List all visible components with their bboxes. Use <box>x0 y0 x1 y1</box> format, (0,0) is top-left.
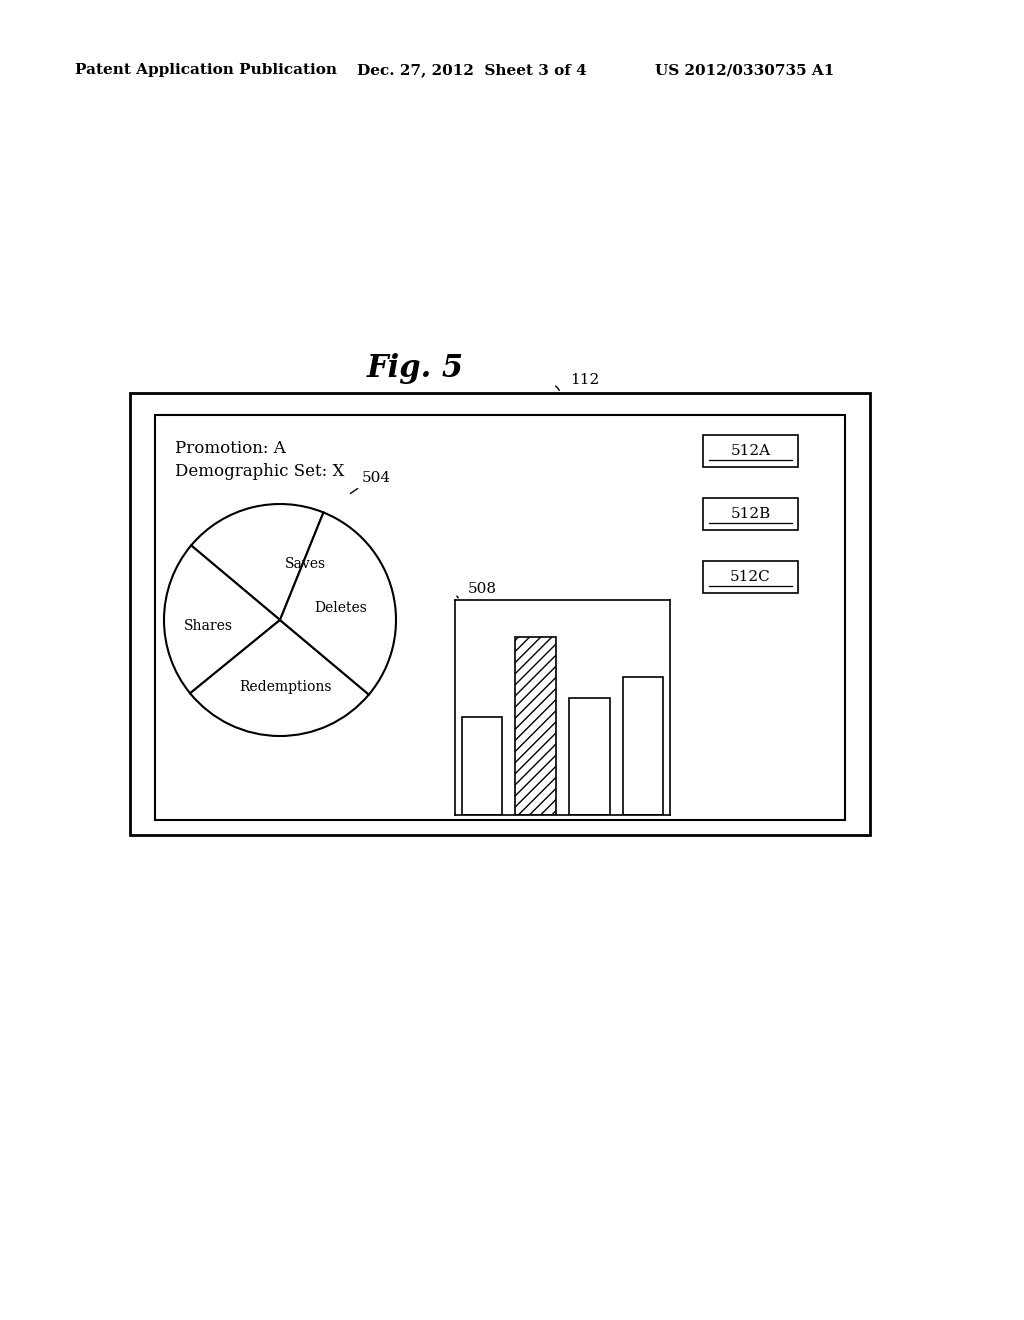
Text: 512C: 512C <box>730 570 771 583</box>
Text: Promotion: A: Promotion: A <box>175 440 286 457</box>
Text: 512B: 512B <box>730 507 771 521</box>
Text: Shares: Shares <box>183 619 232 632</box>
Text: US 2012/0330735 A1: US 2012/0330735 A1 <box>655 63 835 77</box>
Bar <box>569 698 609 814</box>
Bar <box>703 561 798 593</box>
Bar <box>155 414 845 820</box>
Bar <box>130 393 870 836</box>
Bar <box>462 717 502 814</box>
Bar <box>703 498 798 531</box>
Text: 508: 508 <box>468 582 497 597</box>
Bar <box>703 436 798 467</box>
Text: Redemptions: Redemptions <box>240 680 332 694</box>
Text: Fig. 5: Fig. 5 <box>367 352 464 384</box>
Text: 512A: 512A <box>730 444 771 458</box>
Wedge shape <box>280 512 396 694</box>
Text: 504: 504 <box>362 471 391 484</box>
Text: Saves: Saves <box>285 557 326 572</box>
Text: Dec. 27, 2012  Sheet 3 of 4: Dec. 27, 2012 Sheet 3 of 4 <box>357 63 587 77</box>
Text: Demographic Set: X: Demographic Set: X <box>175 463 344 480</box>
Wedge shape <box>164 545 280 693</box>
Bar <box>623 677 664 814</box>
Text: Patent Application Publication: Patent Application Publication <box>75 63 337 77</box>
Wedge shape <box>191 504 324 620</box>
Bar <box>515 636 556 814</box>
Wedge shape <box>190 620 369 737</box>
Text: Deletes: Deletes <box>314 602 367 615</box>
Text: 112: 112 <box>570 374 599 387</box>
